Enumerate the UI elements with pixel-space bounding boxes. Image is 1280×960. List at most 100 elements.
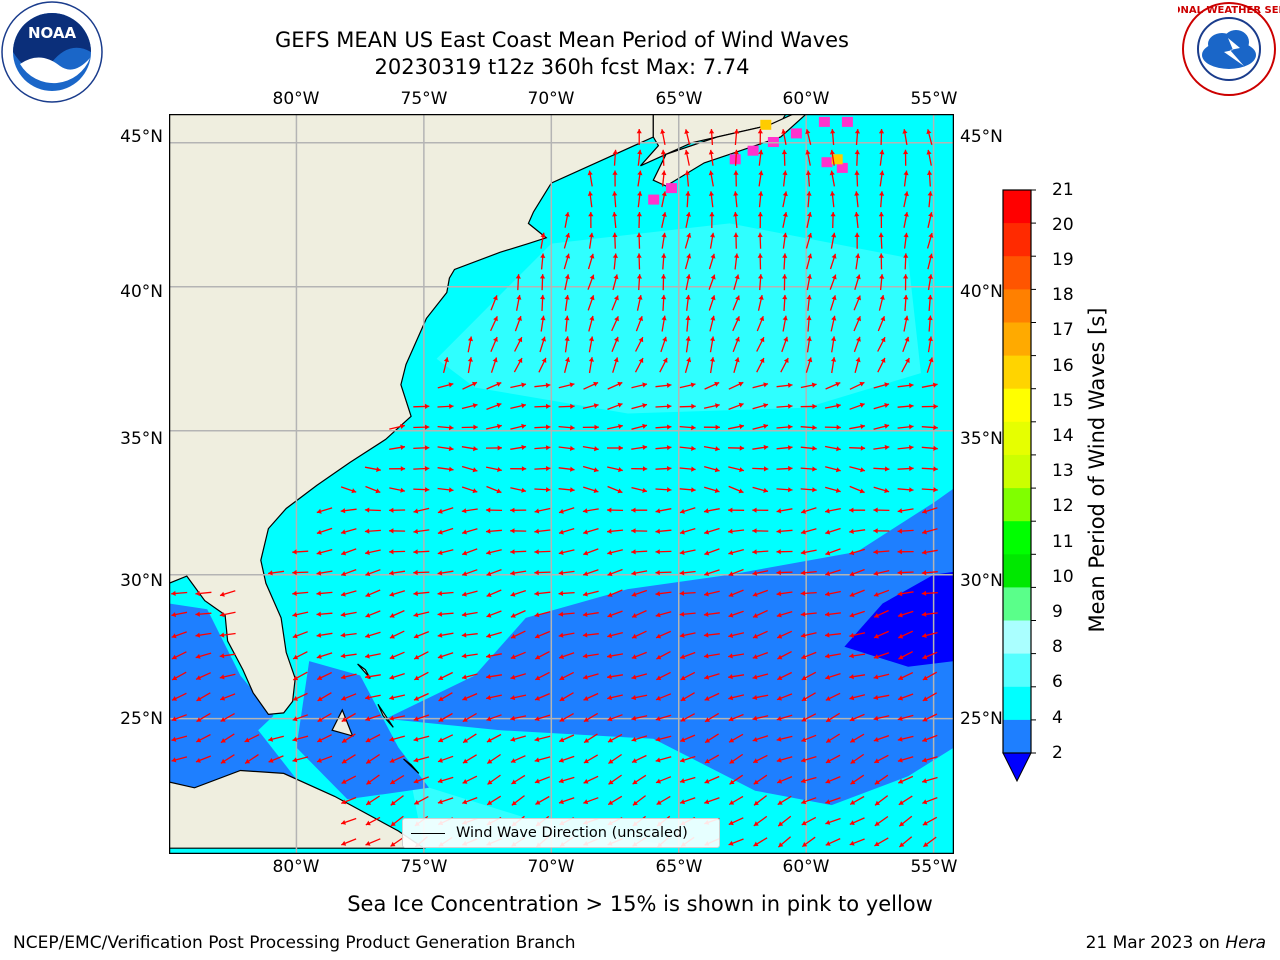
wind-wave-arrow — [873, 549, 890, 555]
wind-wave-arrow — [752, 609, 768, 618]
wind-wave-arrow — [679, 527, 696, 535]
wind-wave-arrow — [873, 694, 890, 700]
wind-wave-arrow — [728, 838, 744, 846]
wind-wave-arrow — [777, 836, 792, 848]
wind-wave-arrow — [437, 632, 454, 638]
wind-wave-arrow — [588, 232, 594, 249]
wind-wave-arrow — [171, 631, 187, 639]
wind-wave-arrow — [438, 692, 453, 702]
wind-wave-arrow — [854, 232, 860, 249]
wind-wave-arrow — [849, 381, 865, 390]
wind-wave-arrow — [800, 632, 817, 638]
wind-wave-arrow — [268, 735, 284, 742]
wind-wave-arrow — [316, 527, 333, 535]
land-bahamas-island — [357, 663, 371, 679]
wind-wave-arrow — [365, 569, 381, 577]
wind-wave-arrow — [558, 590, 575, 596]
wind-wave-arrow — [684, 232, 692, 249]
wind-wave-arrow — [535, 671, 550, 681]
wind-wave-arrow — [558, 507, 575, 514]
wind-wave-arrow — [437, 755, 454, 763]
wind-wave-arrow — [926, 357, 934, 373]
wind-wave-arrow — [607, 795, 623, 806]
wind-wave-arrow — [365, 838, 381, 846]
wind-wave-arrow — [825, 817, 841, 825]
colorbar-segment — [1003, 289, 1031, 324]
wind-wave-arrow — [878, 128, 885, 146]
colorbar-segment — [1003, 686, 1031, 721]
wind-wave-arrow — [776, 570, 793, 576]
wind-wave-arrow — [879, 191, 885, 208]
wind-wave-arrow — [413, 487, 430, 493]
wind-wave-arrow — [171, 692, 187, 701]
wind-wave-arrow — [413, 611, 430, 618]
wind-wave-arrow — [901, 357, 910, 373]
wind-wave-arrow — [903, 315, 909, 332]
wind-wave-arrow — [461, 424, 478, 430]
wind-wave-arrow — [655, 382, 672, 388]
wind-wave-arrow — [849, 548, 865, 556]
wind-wave-arrow — [461, 569, 478, 577]
wind-wave-arrow — [631, 466, 648, 472]
wind-wave-arrow — [825, 382, 841, 390]
wind-wave-arrow — [873, 673, 890, 680]
wind-wave-arrow — [806, 315, 812, 332]
wind-wave-arrow — [364, 653, 381, 659]
wind-wave-arrow — [877, 357, 886, 373]
wind-wave-arrow — [728, 733, 744, 743]
wind-wave-arrow — [486, 610, 502, 618]
wind-wave-arrow — [655, 528, 672, 534]
wind-wave-arrow — [485, 445, 503, 451]
wind-wave-arrow — [902, 129, 908, 146]
wind-wave-arrow — [539, 274, 546, 291]
wind-wave-arrow — [340, 632, 357, 638]
wind-wave-arrow — [805, 149, 811, 166]
wind-wave-arrow — [703, 590, 720, 597]
wind-wave-arrow — [655, 630, 672, 639]
wind-wave-arrow — [800, 549, 817, 555]
wind-wave-arrow — [461, 486, 478, 494]
colorbar-extend-arrow — [1002, 752, 1032, 783]
lon-tick: 55°W — [910, 857, 958, 877]
wind-wave-arrow — [364, 466, 381, 472]
wind-wave-arrow — [849, 817, 865, 825]
wind-wave-arrow — [777, 651, 792, 660]
wind-wave-arrow — [606, 674, 624, 680]
wind-wave-arrow — [927, 315, 933, 332]
wind-wave-arrow — [195, 632, 212, 638]
wind-wave-arrow — [564, 211, 570, 228]
wind-wave-arrow — [534, 735, 551, 742]
wind-wave-arrow — [534, 651, 550, 660]
wind-wave-arrow — [703, 445, 720, 452]
wind-wave-arrow — [873, 403, 890, 410]
wind-wave-arrow — [757, 128, 763, 146]
wind-wave-arrow — [831, 357, 837, 374]
wind-wave-arrow — [583, 381, 599, 390]
wind-wave-arrow — [612, 357, 619, 373]
wind-wave-arrow — [805, 129, 812, 145]
wind-wave-arrow — [733, 211, 739, 228]
wind-wave-arrow — [558, 527, 575, 535]
wind-wave-arrow — [879, 274, 885, 291]
wind-wave-arrow — [733, 149, 739, 166]
wind-wave-arrow — [756, 315, 765, 332]
lat-tick: 40°N — [120, 282, 163, 302]
wind-wave-arrow — [634, 357, 644, 373]
wind-wave-arrow — [538, 357, 547, 373]
wind-wave-arrow — [927, 212, 934, 228]
wind-wave-arrow — [873, 507, 890, 513]
wind-wave-arrow — [607, 528, 624, 534]
wind-wave-arrow — [729, 774, 744, 785]
wind-wave-arrow — [637, 149, 643, 166]
colorbar-tick: 9 — [1052, 602, 1063, 622]
sea-ice-note: Sea Ice Concentration > 15% is shown in … — [347, 892, 933, 916]
wind-wave-arrow — [510, 487, 527, 493]
wind-wave-arrow — [782, 170, 788, 187]
wind-wave-arrow — [679, 403, 696, 409]
wind-wave-arrow — [606, 653, 624, 659]
wind-wave-arrow — [438, 734, 454, 743]
wind-wave-arrow — [437, 776, 454, 784]
wind-wave-arrow — [390, 836, 405, 847]
wind-wave-arrow — [631, 651, 647, 660]
wind-wave-arrow — [728, 817, 744, 826]
